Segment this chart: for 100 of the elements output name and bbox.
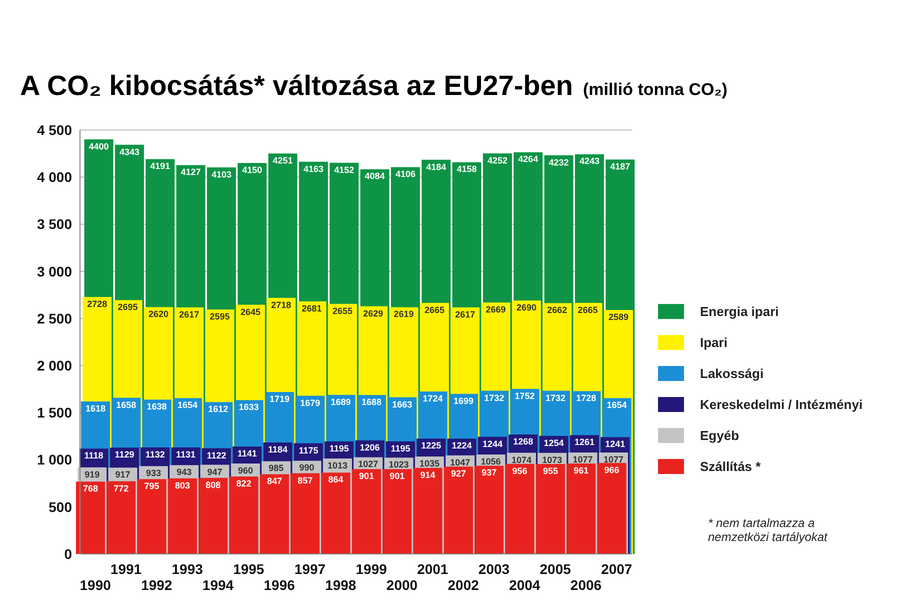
x-tick-label: 2002: [448, 577, 480, 593]
y-tick-label: 4 000: [36, 169, 72, 186]
x-tick-label: 2005: [540, 561, 572, 577]
data-label: 1254: [544, 438, 564, 448]
data-label: 4243: [579, 156, 600, 166]
x-tick-label: 2000: [386, 577, 418, 593]
data-label: 2681: [302, 303, 322, 314]
data-label: 1663: [392, 399, 412, 410]
data-label: 4163: [303, 164, 324, 174]
x-tick-label: 1997: [294, 561, 326, 577]
data-label: 4251: [272, 155, 293, 166]
legend-label: Szállítás *: [700, 459, 761, 474]
data-label: 914: [420, 470, 436, 480]
legend-label: Kereskedelmi / Intézményi: [700, 397, 863, 412]
x-tick-label: 1991: [110, 561, 142, 577]
bar: [597, 462, 626, 554]
data-label: 847: [266, 476, 282, 486]
data-label: 1175: [298, 445, 318, 456]
data-label: 808: [206, 480, 221, 490]
data-label: 4264: [518, 154, 538, 164]
x-tick-label: 1999: [356, 561, 388, 577]
data-label: 772: [114, 483, 129, 494]
data-label: 4184: [426, 162, 446, 172]
data-label: 4343: [119, 146, 140, 157]
x-tick-label: 1994: [202, 577, 234, 593]
legend-label: Ipari: [700, 335, 728, 350]
x-tick-label: 1992: [141, 577, 172, 593]
legend-label: Lakossági: [700, 366, 764, 381]
data-label: 1241: [605, 439, 626, 450]
data-label: 1612: [208, 404, 228, 414]
data-label: 1633: [238, 402, 259, 412]
data-label: 1195: [390, 443, 410, 454]
data-label: 1732: [545, 392, 566, 403]
y-tick-label: 3 000: [36, 263, 72, 280]
data-label: 2645: [240, 306, 260, 317]
data-label: 2690: [516, 302, 536, 313]
data-label: 1056: [480, 456, 501, 466]
legend-label: Energia ipari: [700, 304, 779, 319]
y-tick-label: 4 500: [36, 122, 72, 138]
x-tick-label: 1990: [80, 577, 112, 593]
data-label: 1023: [388, 460, 409, 470]
data-label: 1118: [84, 450, 104, 461]
data-label: 917: [115, 470, 130, 480]
data-label: 2695: [118, 302, 138, 312]
data-label: 4127: [180, 167, 201, 178]
data-label: 2619: [394, 309, 414, 320]
data-label: 1732: [484, 392, 504, 403]
data-label: 4103: [211, 169, 232, 180]
data-label: 1077: [603, 454, 624, 465]
data-label: 2665: [424, 304, 444, 315]
data-label: 927: [450, 468, 466, 479]
data-label: 1206: [360, 442, 380, 452]
data-label: 1261: [574, 437, 594, 448]
data-label: 990: [299, 462, 314, 473]
data-label: 1013: [327, 460, 348, 471]
data-label: 2662: [547, 305, 568, 316]
y-tick-label: 1 000: [36, 452, 72, 468]
data-label: 985: [268, 463, 284, 474]
y-tick-label: 1 500: [36, 404, 72, 421]
x-tick-label: 1998: [325, 577, 356, 593]
text: * nem tartalmazza a nemzetközi tartályokat: [708, 516, 829, 544]
data-label: 955: [542, 466, 558, 476]
data-label: 956: [512, 466, 528, 476]
data-label: 1689: [330, 396, 351, 407]
data-label: 4152: [334, 164, 354, 175]
y-tick-label: 2 500: [36, 310, 72, 326]
data-label: 1679: [300, 398, 320, 408]
data-label: 864: [328, 474, 344, 485]
data-label: 937: [482, 468, 497, 478]
data-label: 1658: [116, 400, 136, 410]
data-label: 1184: [268, 444, 288, 454]
chart-title: A CO₂ kibocsátás* változása az EU27-ben: [20, 70, 573, 101]
y-tick-label: 3 500: [36, 216, 72, 232]
data-label: 4252: [487, 155, 508, 166]
data-label: 857: [298, 475, 313, 486]
data-label: 1618: [85, 404, 106, 414]
data-label: 1141: [237, 448, 257, 458]
data-label: 1699: [453, 396, 474, 406]
data-label: 1688: [361, 396, 382, 407]
data-label: 4232: [548, 157, 569, 168]
data-label: 1224: [452, 440, 472, 451]
data-label: 2620: [148, 309, 168, 320]
data-label: 1077: [572, 454, 593, 465]
data-label: 2655: [332, 306, 352, 316]
data-label: 901: [390, 471, 405, 482]
data-label: 2589: [608, 312, 628, 322]
data-label: 803: [174, 480, 190, 490]
data-label: 960: [238, 466, 253, 476]
data-label: 4106: [395, 169, 416, 180]
data-label: 2665: [578, 304, 598, 315]
data-label: 933: [146, 468, 161, 478]
data-label: 1719: [269, 394, 290, 404]
x-tick-label: 1996: [264, 577, 296, 593]
y-tick-label: 500: [48, 498, 72, 515]
data-label: 2617: [179, 309, 200, 320]
data-label: 1268: [513, 436, 534, 447]
data-label: 822: [236, 478, 252, 489]
data-label: 1122: [206, 450, 226, 460]
data-label: 901: [358, 471, 374, 482]
data-label: 795: [144, 481, 160, 492]
